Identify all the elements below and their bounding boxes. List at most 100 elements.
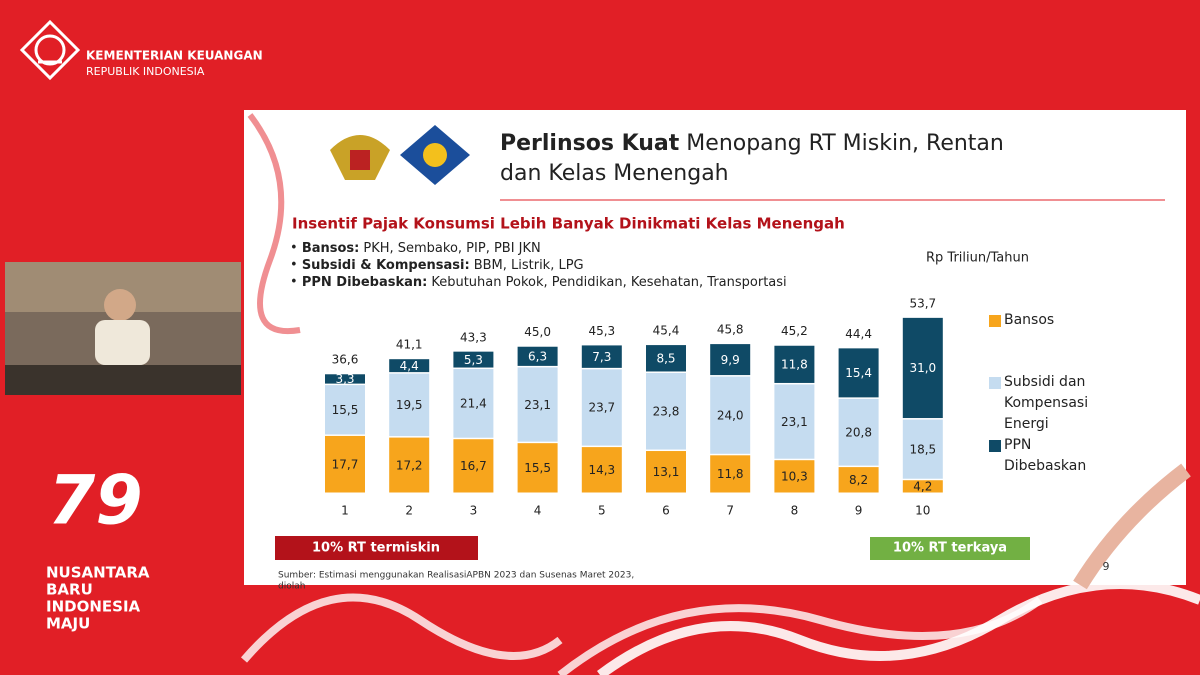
value-label: 17,2	[396, 458, 423, 472]
group-label: 10% RT terkaya	[893, 541, 1007, 556]
event-text: MAJU	[46, 615, 90, 633]
value-label: 11,8	[717, 467, 744, 481]
source-note: diolah	[278, 582, 305, 592]
value-label: 23,1	[524, 398, 551, 412]
value-label: 8,5	[656, 352, 675, 366]
note: • Subsidi & Kompensasi: BBM, Listrik, LPG	[290, 258, 584, 273]
x-tick-label: 6	[662, 504, 670, 518]
bar-segment	[902, 419, 943, 479]
bar-segment	[902, 317, 943, 419]
total-label: 43,3	[460, 330, 487, 344]
value-label: 23,7	[588, 401, 615, 415]
source-note: Sumber: Estimasi menggunakan RealisasiAP…	[278, 571, 634, 581]
slide-title: Perlinsos Kuat Menopang RT Miskin, Rentan	[500, 131, 1004, 156]
bar-segment	[389, 359, 430, 373]
value-label: 7,3	[592, 350, 611, 364]
total-label: 36,6	[332, 352, 359, 366]
bar-segment	[774, 460, 815, 493]
bar-segment	[453, 439, 494, 493]
x-tick-label: 2	[405, 504, 413, 518]
bar-segment	[325, 435, 365, 493]
bar-segment	[389, 373, 430, 437]
group-box-right	[870, 537, 1030, 560]
legend-swatch	[989, 440, 1001, 452]
bar-segment	[774, 384, 815, 459]
value-label: 9,9	[721, 353, 740, 367]
bar-segment	[325, 374, 365, 384]
bar-segment	[453, 369, 494, 438]
value-label: 17,7	[332, 457, 359, 471]
value-label: 23,1	[781, 415, 808, 429]
total-label: 53,7	[909, 296, 936, 310]
webcam-desk	[5, 365, 241, 395]
bar-segment	[902, 480, 943, 493]
value-label: 20,8	[845, 425, 872, 439]
event-text: NUSANTARA	[46, 564, 150, 582]
value-label: 14,3	[588, 463, 615, 477]
webcam-person	[95, 320, 150, 365]
legend-swatch	[989, 377, 1001, 389]
page-number: 9	[1103, 560, 1110, 573]
x-tick-label: 4	[534, 504, 542, 518]
x-tick-label: 8	[791, 504, 799, 518]
x-tick-label: 7	[726, 504, 734, 518]
bar-segment	[517, 443, 558, 493]
total-label: 41,1	[396, 338, 423, 352]
value-label: 15,5	[524, 461, 551, 475]
bar-segment	[581, 345, 622, 368]
bar-segment	[646, 372, 686, 450]
legend-label: PPN Dibebaskan	[1004, 437, 1087, 474]
value-label: 4,4	[400, 359, 419, 373]
decor	[240, 593, 563, 663]
value-label: 23,8	[653, 405, 680, 419]
x-tick-label: 5	[598, 504, 606, 518]
title-bold: Perlinsos Kuat	[500, 131, 680, 156]
value-label: 24,0	[717, 408, 744, 422]
note-text: Kebutuhan Pokok, Pendidikan, Kesehatan, …	[431, 275, 786, 290]
value-label: 5,3	[464, 353, 483, 367]
total-label: 44,4	[845, 327, 872, 341]
note: • PPN Dibebaskan: Kebutuhan Pokok, Pendid…	[290, 275, 787, 290]
legend-entry: Subsidi dan Kompensasi Energi	[1004, 374, 1089, 432]
bar-segment	[517, 346, 558, 366]
value-label: 15,5	[332, 403, 359, 417]
decor	[597, 579, 1200, 675]
bar-segment	[838, 467, 879, 493]
bar-segment	[581, 369, 622, 446]
value-label: 31,0	[909, 361, 936, 375]
x-tick-label: 1	[341, 504, 349, 518]
kemenkeu-emblem	[400, 125, 470, 185]
decor	[557, 596, 1043, 675]
bar-segment	[325, 385, 365, 435]
x-tick-label: 9	[855, 504, 863, 518]
bar-segment	[517, 367, 558, 442]
legend-entry: PPN Dibebaskan	[1004, 437, 1087, 474]
total-label: 45,0	[524, 325, 551, 339]
bar-segment	[710, 344, 751, 376]
bar-segment	[710, 376, 751, 454]
total-label: 45,8	[717, 322, 744, 336]
bar-segment	[646, 345, 686, 372]
value-label: 6,3	[528, 350, 547, 364]
chart-subtitle: Insentif Pajak Konsumsi Lebih Banyak Din…	[292, 215, 845, 233]
webcam-person	[104, 289, 136, 321]
x-tick-label: 3	[470, 504, 478, 518]
unit-label: Rp Triliun/Tahun	[926, 251, 1029, 266]
value-label: 3,3	[335, 372, 354, 386]
value-label: 11,8	[781, 358, 808, 372]
legend-label: Bansos	[1004, 312, 1055, 328]
value-label: 16,7	[460, 459, 487, 473]
bar-segment	[581, 447, 622, 493]
legend-entry: Bansos	[1004, 312, 1055, 328]
value-label: 13,1	[653, 465, 680, 479]
legend-label: Subsidi dan Kompensasi Energi	[1004, 374, 1089, 432]
value-label: 21,4	[460, 397, 487, 411]
title-text: Menopang RT Miskin, Rentan	[686, 131, 1004, 156]
note-term: PPN Dibebaskan:	[302, 275, 428, 290]
total-label: 45,4	[653, 324, 680, 338]
event-text: BARU	[46, 581, 93, 599]
bar-segment	[774, 345, 815, 383]
note-term: Subsidi & Kompensasi:	[302, 258, 470, 273]
decor	[1073, 463, 1191, 590]
